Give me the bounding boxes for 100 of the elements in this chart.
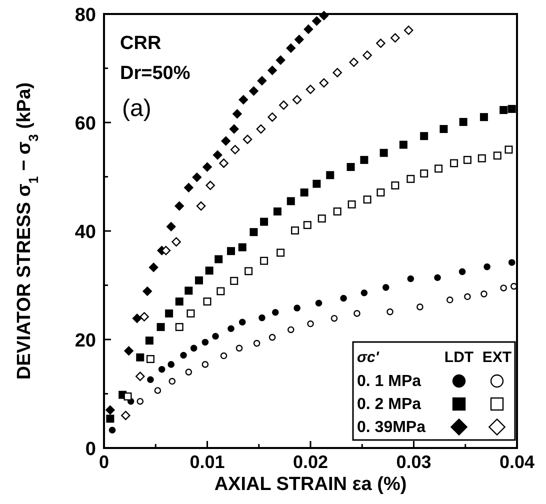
point: [484, 263, 490, 270]
point: [294, 34, 304, 44]
point: [124, 392, 132, 400]
point: [124, 346, 134, 356]
point: [203, 298, 212, 306]
point: [232, 109, 242, 118]
point: [168, 378, 176, 385]
point: [205, 266, 214, 275]
point: [260, 256, 268, 265]
point: [480, 290, 488, 298]
annotation: (a): [122, 95, 152, 122]
point: [332, 68, 342, 78]
point: [229, 124, 239, 134]
point: [434, 164, 443, 173]
point: [121, 410, 130, 420]
point: [194, 276, 203, 284]
point: [510, 282, 518, 290]
point: [202, 338, 209, 346]
point: [286, 197, 295, 206]
point: [312, 16, 322, 26]
point: [493, 152, 502, 160]
point: [386, 308, 394, 316]
legend-label: 0. 2 MPa: [357, 396, 422, 413]
point: [478, 154, 486, 162]
point: [287, 326, 294, 334]
point: [346, 162, 355, 171]
point: [228, 325, 234, 332]
point: [185, 368, 192, 376]
point: [212, 332, 219, 340]
point: [420, 132, 428, 140]
point: [333, 207, 342, 216]
point: [407, 275, 414, 282]
point: [376, 38, 386, 48]
point: [319, 10, 329, 20]
point: [230, 276, 238, 285]
point: [161, 246, 171, 256]
point: [380, 148, 388, 157]
point: [306, 84, 316, 94]
point: [147, 376, 154, 384]
point: [260, 218, 268, 226]
x-axis-title: AXIAL STRAIN εa (%): [214, 474, 407, 495]
point: [236, 344, 243, 352]
point: [450, 159, 458, 168]
point: [508, 104, 516, 113]
point: [242, 134, 252, 144]
point: [508, 259, 516, 266]
x-tick-label: 0.03: [396, 452, 432, 472]
point: [304, 24, 314, 34]
point: [154, 387, 162, 394]
point: [330, 314, 338, 322]
point: [174, 201, 184, 211]
point: [363, 196, 372, 204]
point: [238, 318, 246, 326]
point: [326, 171, 334, 180]
y-tick-label: 80: [74, 5, 96, 26]
point: [106, 405, 115, 415]
point: [190, 344, 198, 352]
x-tick-label: 0.04: [499, 452, 535, 472]
point: [500, 106, 508, 114]
point: [406, 174, 415, 183]
point: [212, 150, 222, 160]
point: [172, 237, 181, 246]
point: [136, 353, 144, 362]
point: [376, 188, 385, 196]
point: [349, 58, 358, 67]
point: [294, 304, 300, 312]
annotation: LDT: [444, 349, 474, 366]
point: [202, 162, 212, 172]
point: [168, 361, 175, 368]
point: [108, 426, 116, 434]
point: [142, 286, 152, 296]
point: [136, 398, 144, 405]
point: [459, 118, 468, 126]
point: [307, 320, 314, 328]
y-tick-label: 40: [74, 222, 96, 243]
point: [192, 172, 202, 182]
legend-label: 0. 1 MPa: [357, 373, 422, 390]
point: [250, 228, 258, 236]
point: [175, 298, 184, 306]
point: [416, 304, 424, 310]
point: [238, 243, 246, 252]
point: [184, 182, 194, 192]
point: [220, 352, 228, 360]
point: [279, 100, 288, 110]
point: [256, 124, 266, 134]
point: [272, 308, 279, 316]
point: [504, 146, 513, 154]
point: [106, 414, 114, 423]
legend-label: 0. 39MPa: [357, 419, 426, 436]
point: [166, 222, 176, 232]
point: [132, 314, 142, 323]
point: [391, 181, 400, 190]
point: [216, 287, 225, 296]
point: [145, 336, 154, 345]
point: [186, 309, 195, 318]
point: [175, 323, 184, 332]
point: [300, 188, 308, 196]
point: [404, 26, 414, 35]
point: [276, 55, 286, 65]
point: [136, 372, 145, 382]
